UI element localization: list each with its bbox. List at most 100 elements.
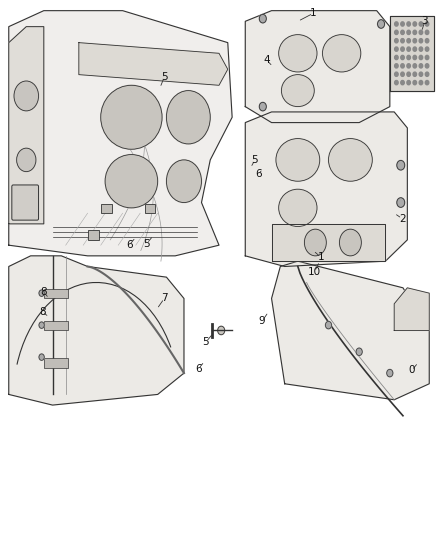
Ellipse shape [322, 35, 361, 72]
Circle shape [419, 72, 423, 76]
Circle shape [413, 30, 417, 35]
Polygon shape [245, 11, 390, 123]
Circle shape [419, 47, 423, 51]
Circle shape [425, 30, 429, 35]
Circle shape [356, 348, 362, 356]
Polygon shape [394, 288, 429, 330]
Text: 3: 3 [421, 17, 428, 26]
Circle shape [413, 80, 417, 85]
Circle shape [39, 322, 44, 328]
Polygon shape [272, 224, 385, 261]
Circle shape [259, 102, 266, 111]
Text: 5: 5 [161, 72, 168, 82]
Text: 5: 5 [143, 239, 150, 248]
Circle shape [425, 38, 429, 43]
Circle shape [407, 64, 410, 68]
Circle shape [401, 47, 404, 51]
Text: 6: 6 [195, 364, 202, 374]
Circle shape [425, 72, 429, 76]
Polygon shape [9, 11, 232, 256]
Bar [88, 230, 99, 240]
Circle shape [339, 229, 361, 256]
Circle shape [395, 55, 398, 60]
Circle shape [401, 64, 404, 68]
Circle shape [395, 80, 398, 85]
Circle shape [387, 369, 393, 377]
FancyBboxPatch shape [12, 185, 39, 220]
Circle shape [407, 80, 410, 85]
Text: 6: 6 [126, 240, 133, 250]
Polygon shape [390, 16, 434, 91]
Circle shape [395, 38, 398, 43]
Circle shape [218, 326, 225, 335]
Text: 10: 10 [308, 267, 321, 277]
Ellipse shape [276, 139, 320, 181]
Circle shape [407, 72, 410, 76]
Polygon shape [79, 43, 228, 85]
Circle shape [304, 229, 326, 256]
Circle shape [425, 80, 429, 85]
Circle shape [413, 47, 417, 51]
Circle shape [407, 55, 410, 60]
Bar [145, 204, 155, 213]
Text: 1: 1 [318, 253, 325, 262]
Polygon shape [272, 261, 429, 400]
Circle shape [395, 64, 398, 68]
Circle shape [419, 80, 423, 85]
Circle shape [425, 64, 429, 68]
Text: 8: 8 [39, 307, 46, 317]
Circle shape [259, 14, 266, 23]
Text: 9: 9 [258, 317, 265, 326]
Circle shape [419, 30, 423, 35]
Circle shape [397, 198, 405, 207]
Circle shape [425, 47, 429, 51]
Ellipse shape [105, 155, 158, 208]
Text: 2: 2 [399, 214, 406, 223]
Text: 8: 8 [40, 287, 47, 297]
Circle shape [395, 30, 398, 35]
Circle shape [395, 22, 398, 26]
Circle shape [425, 22, 429, 26]
Circle shape [401, 38, 404, 43]
Circle shape [401, 72, 404, 76]
Polygon shape [245, 112, 407, 266]
Bar [44, 289, 68, 298]
Ellipse shape [166, 160, 201, 203]
Circle shape [378, 20, 385, 28]
Circle shape [39, 290, 44, 296]
Ellipse shape [279, 35, 317, 72]
Circle shape [407, 22, 410, 26]
Circle shape [325, 321, 332, 329]
Circle shape [413, 72, 417, 76]
Text: 5: 5 [202, 337, 209, 347]
Circle shape [395, 72, 398, 76]
Circle shape [17, 148, 36, 172]
Bar [101, 204, 112, 213]
Circle shape [397, 160, 405, 170]
Circle shape [419, 64, 423, 68]
Circle shape [407, 38, 410, 43]
Polygon shape [9, 256, 184, 405]
Circle shape [419, 22, 423, 26]
Text: 5: 5 [251, 155, 258, 165]
Text: 4: 4 [263, 55, 270, 64]
Circle shape [413, 64, 417, 68]
Ellipse shape [166, 91, 210, 144]
Circle shape [401, 80, 404, 85]
Circle shape [401, 55, 404, 60]
Circle shape [413, 55, 417, 60]
Circle shape [401, 22, 404, 26]
Text: 1: 1 [310, 9, 317, 18]
Circle shape [419, 55, 423, 60]
Circle shape [407, 47, 410, 51]
Polygon shape [9, 27, 44, 224]
Circle shape [401, 30, 404, 35]
Circle shape [413, 22, 417, 26]
Circle shape [39, 354, 44, 360]
Ellipse shape [101, 85, 162, 149]
Ellipse shape [281, 75, 314, 107]
Text: 6: 6 [255, 169, 262, 179]
Circle shape [413, 38, 417, 43]
Text: 0: 0 [409, 366, 415, 375]
Circle shape [14, 81, 39, 111]
